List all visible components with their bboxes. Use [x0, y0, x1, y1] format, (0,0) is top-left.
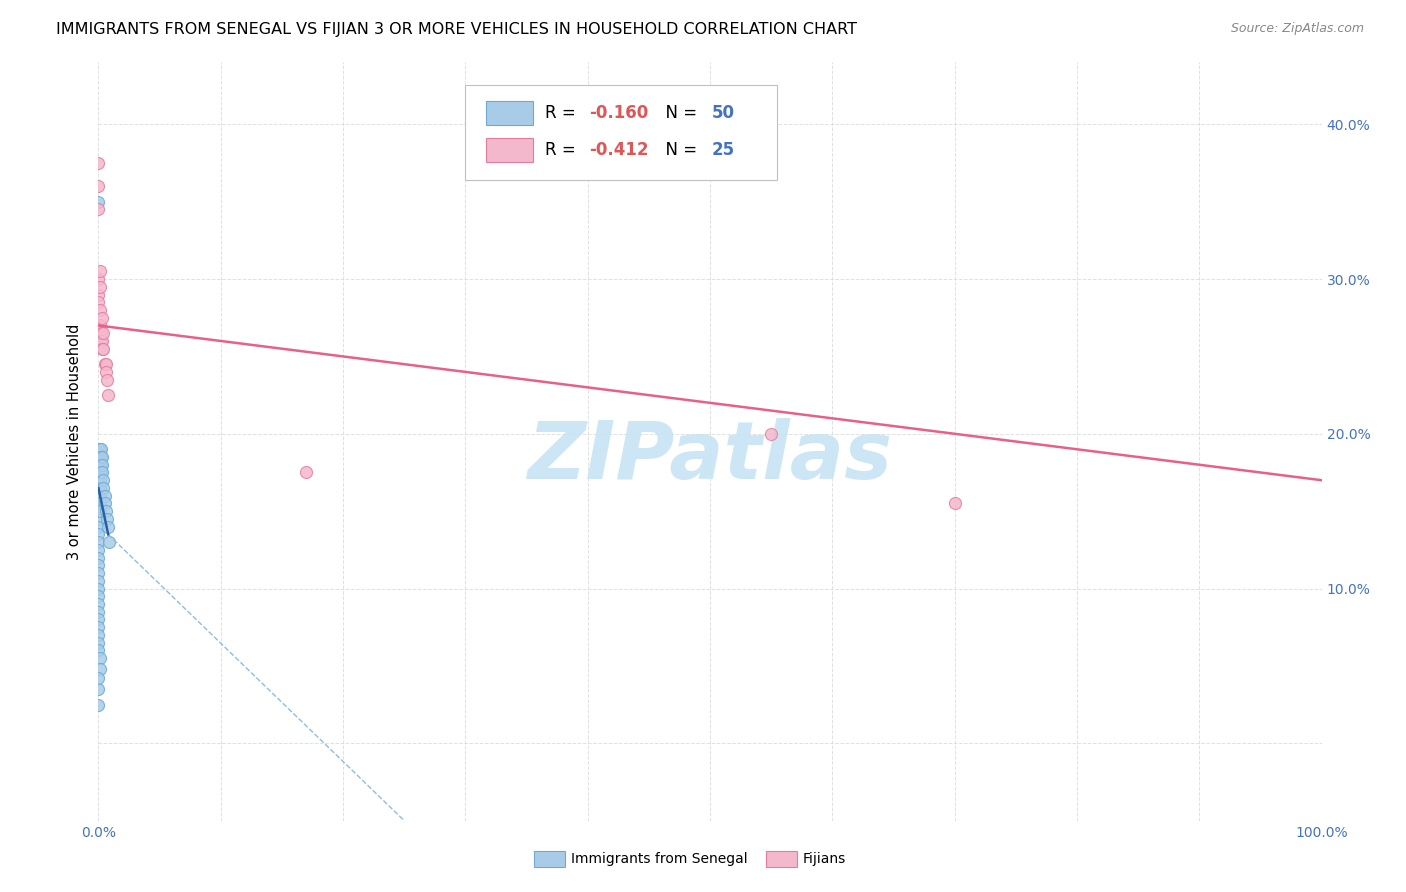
- Point: [91, 450, 114, 464]
- Point: [87, 671, 110, 685]
- Point: [89, 458, 111, 472]
- Point: [87, 643, 110, 657]
- Point: [87, 535, 110, 549]
- Bar: [486, 101, 533, 126]
- Point: [295, 466, 318, 480]
- Point: [87, 542, 110, 557]
- Text: 50: 50: [711, 104, 734, 122]
- Point: [87, 698, 110, 712]
- Bar: [486, 137, 533, 161]
- Point: [87, 566, 110, 580]
- Point: [93, 357, 115, 371]
- Point: [761, 426, 783, 441]
- Point: [87, 512, 110, 526]
- Text: R =: R =: [546, 141, 581, 159]
- Point: [89, 264, 111, 278]
- Point: [94, 504, 117, 518]
- Point: [90, 466, 112, 480]
- Point: [90, 442, 112, 457]
- Point: [91, 342, 114, 356]
- Point: [87, 527, 110, 541]
- Text: N =: N =: [655, 141, 703, 159]
- Point: [90, 326, 112, 341]
- Point: [89, 496, 111, 510]
- Point: [91, 458, 114, 472]
- Point: [89, 481, 111, 495]
- Point: [87, 202, 110, 217]
- FancyBboxPatch shape: [465, 85, 778, 180]
- Point: [89, 303, 111, 318]
- Point: [91, 466, 114, 480]
- Text: N =: N =: [655, 104, 703, 122]
- Point: [87, 582, 110, 596]
- Point: [87, 682, 110, 697]
- Text: R =: R =: [546, 104, 581, 122]
- Text: ZIPatlas: ZIPatlas: [527, 417, 893, 496]
- Point: [98, 535, 121, 549]
- Point: [87, 636, 110, 650]
- Point: [94, 365, 117, 379]
- Text: Immigrants from Senegal: Immigrants from Senegal: [571, 852, 748, 866]
- Point: [96, 512, 118, 526]
- Point: [93, 489, 115, 503]
- Point: [87, 628, 110, 642]
- Point: [89, 318, 111, 333]
- Point: [89, 651, 111, 665]
- Point: [91, 334, 114, 348]
- Point: [91, 481, 114, 495]
- Point: [87, 194, 110, 209]
- Point: [93, 496, 115, 510]
- Point: [91, 326, 114, 341]
- Point: [96, 373, 118, 387]
- Text: IMMIGRANTS FROM SENEGAL VS FIJIAN 3 OR MORE VEHICLES IN HOUSEHOLD CORRELATION CH: IMMIGRANTS FROM SENEGAL VS FIJIAN 3 OR M…: [56, 22, 858, 37]
- Point: [943, 496, 966, 510]
- Point: [89, 504, 111, 518]
- Point: [91, 342, 114, 356]
- Point: [87, 179, 110, 194]
- Point: [87, 519, 110, 533]
- Point: [87, 620, 110, 634]
- Point: [89, 473, 111, 487]
- Point: [91, 310, 114, 325]
- Point: [97, 388, 120, 402]
- Point: [89, 442, 111, 457]
- Text: 25: 25: [711, 141, 734, 159]
- Point: [87, 496, 110, 510]
- Point: [87, 272, 110, 286]
- Point: [87, 550, 110, 565]
- Point: [90, 334, 112, 348]
- Point: [91, 473, 114, 487]
- Point: [87, 589, 110, 603]
- Text: Fijians: Fijians: [803, 852, 846, 866]
- Point: [89, 489, 111, 503]
- Point: [89, 466, 111, 480]
- Point: [87, 295, 110, 310]
- Point: [89, 662, 111, 676]
- Point: [90, 450, 112, 464]
- Text: Source: ZipAtlas.com: Source: ZipAtlas.com: [1230, 22, 1364, 36]
- Point: [87, 287, 110, 301]
- Point: [87, 156, 110, 170]
- Point: [87, 504, 110, 518]
- Point: [89, 450, 111, 464]
- Point: [97, 519, 120, 533]
- Point: [90, 458, 112, 472]
- Text: -0.160: -0.160: [589, 104, 648, 122]
- Point: [89, 280, 111, 294]
- Y-axis label: 3 or more Vehicles in Household: 3 or more Vehicles in Household: [67, 324, 83, 559]
- Point: [87, 597, 110, 611]
- Text: -0.412: -0.412: [589, 141, 648, 159]
- Point: [87, 612, 110, 626]
- Point: [87, 574, 110, 588]
- Point: [87, 605, 110, 619]
- Point: [94, 357, 117, 371]
- Point: [87, 558, 110, 573]
